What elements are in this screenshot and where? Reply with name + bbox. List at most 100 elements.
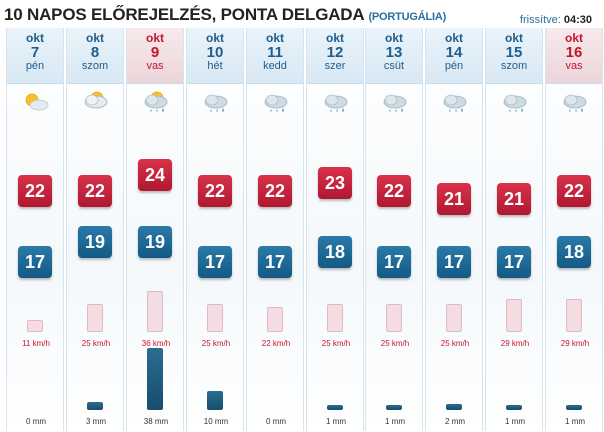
day-column[interactable]: okt 15 szom 21 17 29 km/h 1 mm xyxy=(485,28,543,431)
title-text: 10 NAPOS ELŐREJELZÉS, PONTA DELGADA xyxy=(4,5,365,24)
month-label: okt xyxy=(326,31,344,45)
rain-bar xyxy=(147,348,163,410)
wind-speed-label: 25 km/h xyxy=(201,339,231,348)
weekday-label: csüt xyxy=(383,60,405,72)
wind-bar xyxy=(446,304,462,332)
wind-bar xyxy=(386,304,402,332)
day-header: okt 13 csüt xyxy=(366,28,422,84)
wind-bar xyxy=(87,304,103,332)
forecast-header: 10 NAPOS ELŐREJELZÉS, PONTA DELGADA (PORT… xyxy=(4,4,600,26)
rain-amount-label: 38 mm xyxy=(143,417,169,426)
rain-bar xyxy=(207,391,223,410)
weekday-label: szer xyxy=(324,60,346,72)
rain-amount-label: 0 mm xyxy=(26,417,46,426)
weekday-label: szom xyxy=(81,60,109,72)
rain-bar xyxy=(87,402,103,410)
high-temp-badge: 22 xyxy=(78,175,112,207)
high-temp-badge: 24 xyxy=(138,159,172,191)
wind-speed-label: 25 km/h xyxy=(380,339,410,348)
rain-amount-label: 1 mm xyxy=(326,417,346,426)
high-temp-badge: 22 xyxy=(377,175,411,207)
rain-bar xyxy=(566,405,582,410)
high-temp-badge: 22 xyxy=(18,175,52,207)
month-label: okt xyxy=(266,31,284,45)
high-temp-badge: 21 xyxy=(437,183,471,215)
rain-bar xyxy=(386,405,402,410)
day-header: okt 14 pén xyxy=(426,28,482,84)
low-temp-badge: 17 xyxy=(437,246,471,278)
day-header: okt 9 vas xyxy=(127,28,183,84)
cloud-rain-icon xyxy=(201,90,231,114)
cloud-rain-icon xyxy=(560,90,590,114)
weekday-label: pén xyxy=(444,60,464,72)
cloud-rain-icon xyxy=(321,90,351,114)
day-number: 9 xyxy=(150,44,160,61)
day-number: 11 xyxy=(267,44,283,61)
rain-amount-label: 1 mm xyxy=(385,417,405,426)
month-label: okt xyxy=(565,31,583,45)
day-column[interactable]: okt 8 szom 22 19 25 km/h 3 mm xyxy=(66,28,124,431)
updated-info: frissítve: 04:30 xyxy=(520,14,592,26)
weekday-label: hét xyxy=(207,60,223,72)
day-number: 16 xyxy=(565,44,583,61)
high-temp-badge: 22 xyxy=(198,175,232,207)
high-temp-badge: 23 xyxy=(318,167,352,199)
rain-bar xyxy=(446,404,462,410)
high-temp-badge: 21 xyxy=(497,183,531,215)
day-header: okt 7 pén xyxy=(7,28,63,84)
month-label: okt xyxy=(206,31,224,45)
day-column[interactable]: okt 12 szer 23 18 25 km/h 1 mm xyxy=(306,28,364,431)
rain-amount-label: 3 mm xyxy=(86,417,106,426)
day-column[interactable]: okt 11 kedd 22 17 22 km/h 0 mm xyxy=(246,28,304,431)
partly-sunny-icon xyxy=(21,90,51,114)
month-label: okt xyxy=(505,31,523,45)
month-label: okt xyxy=(146,31,164,45)
day-number: 12 xyxy=(326,44,344,61)
month-label: okt xyxy=(86,31,104,45)
day-header: okt 16 vas xyxy=(546,28,602,84)
month-label: okt xyxy=(385,31,403,45)
low-temp-badge: 17 xyxy=(198,246,232,278)
rain-amount-label: 1 mm xyxy=(565,417,585,426)
wind-speed-label: 29 km/h xyxy=(500,339,530,348)
wind-bar xyxy=(327,304,343,332)
low-temp-badge: 18 xyxy=(318,236,352,268)
wind-speed-label: 25 km/h xyxy=(321,339,351,348)
wind-bar xyxy=(207,304,223,332)
day-column[interactable]: okt 10 hét 22 17 25 km/h 10 mm xyxy=(186,28,244,431)
weekday-label: vas xyxy=(565,60,583,72)
high-temp-badge: 22 xyxy=(258,175,292,207)
day-column[interactable]: okt 14 pén 21 17 25 km/h 2 mm xyxy=(425,28,483,431)
day-column[interactable]: okt 16 vas 22 18 29 km/h 1 mm xyxy=(545,28,603,431)
day-number: 8 xyxy=(90,44,100,61)
sun-cloud-rain-icon xyxy=(141,90,171,114)
rain-amount-label: 0 mm xyxy=(266,417,286,426)
low-temp-badge: 17 xyxy=(258,246,292,278)
wind-speed-label: 11 km/h xyxy=(22,339,50,348)
low-temp-badge: 19 xyxy=(78,226,112,258)
low-temp-badge: 18 xyxy=(557,236,591,268)
high-temp-badge: 22 xyxy=(557,175,591,207)
wind-speed-label: 25 km/h xyxy=(440,339,470,348)
weekday-label: szom xyxy=(500,60,528,72)
low-temp-badge: 17 xyxy=(497,246,531,278)
day-column[interactable]: okt 9 vas 24 19 36 km/h 38 mm xyxy=(126,28,184,431)
day-number: 14 xyxy=(445,44,463,61)
rain-amount-label: 10 mm xyxy=(203,417,229,426)
day-number: 7 xyxy=(30,44,40,61)
month-label: okt xyxy=(26,31,44,45)
day-column[interactable]: okt 7 pén 22 17 11 km/h 0 mm xyxy=(6,28,64,431)
wind-speed-label: 29 km/h xyxy=(560,339,590,348)
day-header: okt 10 hét xyxy=(187,28,243,84)
rain-amount-label: 1 mm xyxy=(505,417,525,426)
day-column[interactable]: okt 13 csüt 22 17 25 km/h 1 mm xyxy=(365,28,423,431)
day-number: 15 xyxy=(505,44,523,61)
day-number: 10 xyxy=(206,44,224,61)
cloud-rain-icon xyxy=(500,90,530,114)
rain-amount-label: 2 mm xyxy=(445,417,465,426)
cloud-rain-icon xyxy=(440,90,470,114)
cloudy-sun-icon xyxy=(81,90,111,114)
wind-bar xyxy=(27,320,43,332)
wind-speed-label: 36 km/h xyxy=(141,339,171,348)
day-header: okt 15 szom xyxy=(486,28,542,84)
